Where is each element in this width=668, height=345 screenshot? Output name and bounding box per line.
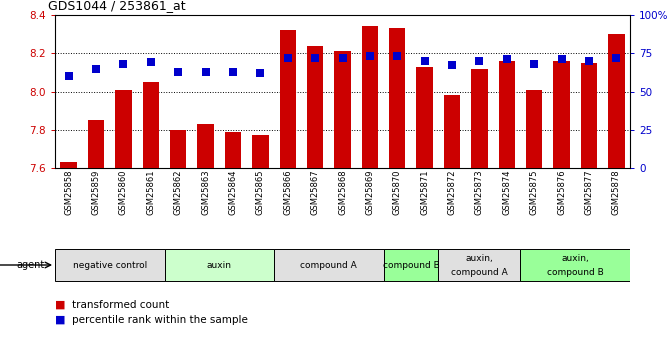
Bar: [498, 61, 515, 168]
Text: compound B: compound B: [547, 268, 604, 277]
Bar: [252, 136, 269, 168]
Text: auxin,: auxin,: [466, 254, 493, 263]
Bar: [279, 30, 296, 168]
Bar: [471, 69, 488, 168]
Text: auxin,: auxin,: [561, 254, 589, 263]
Bar: [224, 132, 241, 168]
Text: percentile rank within the sample: percentile rank within the sample: [71, 315, 248, 325]
Bar: [197, 124, 214, 168]
Point: [474, 58, 485, 64]
Bar: [61, 162, 77, 168]
Text: agent: agent: [17, 260, 45, 270]
Point: [584, 58, 595, 64]
Bar: [389, 28, 405, 168]
Point: [63, 73, 74, 79]
Text: compound A: compound A: [451, 268, 508, 277]
Bar: [444, 95, 460, 168]
Point: [611, 55, 622, 61]
Point: [283, 55, 293, 61]
Text: compound A: compound A: [301, 260, 357, 269]
Bar: [526, 90, 542, 168]
Point: [173, 69, 184, 75]
Point: [200, 69, 211, 75]
Bar: [307, 46, 323, 168]
Point: [420, 58, 430, 64]
Point: [255, 70, 266, 76]
Bar: [553, 61, 570, 168]
Text: compound B: compound B: [383, 260, 440, 269]
Point: [447, 63, 458, 68]
Bar: [143, 82, 159, 168]
Bar: [383, 249, 438, 281]
Bar: [88, 120, 104, 168]
Text: transformed count: transformed count: [71, 300, 169, 310]
Point: [392, 53, 403, 59]
Point: [337, 55, 348, 61]
Point: [502, 57, 512, 62]
Bar: [55, 249, 164, 281]
Point: [228, 69, 238, 75]
Point: [146, 60, 156, 65]
Bar: [274, 249, 383, 281]
Point: [118, 61, 129, 67]
Bar: [580, 63, 597, 168]
Bar: [116, 90, 132, 168]
Text: GDS1044 / 253861_at: GDS1044 / 253861_at: [48, 0, 186, 11]
Text: ■: ■: [55, 300, 65, 310]
Text: ■: ■: [55, 315, 65, 325]
Bar: [608, 34, 625, 168]
Bar: [361, 27, 378, 168]
Point: [529, 61, 540, 67]
Bar: [334, 51, 351, 168]
Bar: [416, 67, 433, 168]
Bar: [164, 249, 274, 281]
Bar: [170, 130, 186, 168]
Point: [310, 55, 321, 61]
Point: [91, 66, 102, 71]
Text: negative control: negative control: [73, 260, 147, 269]
Bar: [520, 249, 630, 281]
Point: [556, 57, 567, 62]
Bar: [438, 249, 520, 281]
Point: [365, 53, 375, 59]
Text: auxin: auxin: [207, 260, 232, 269]
